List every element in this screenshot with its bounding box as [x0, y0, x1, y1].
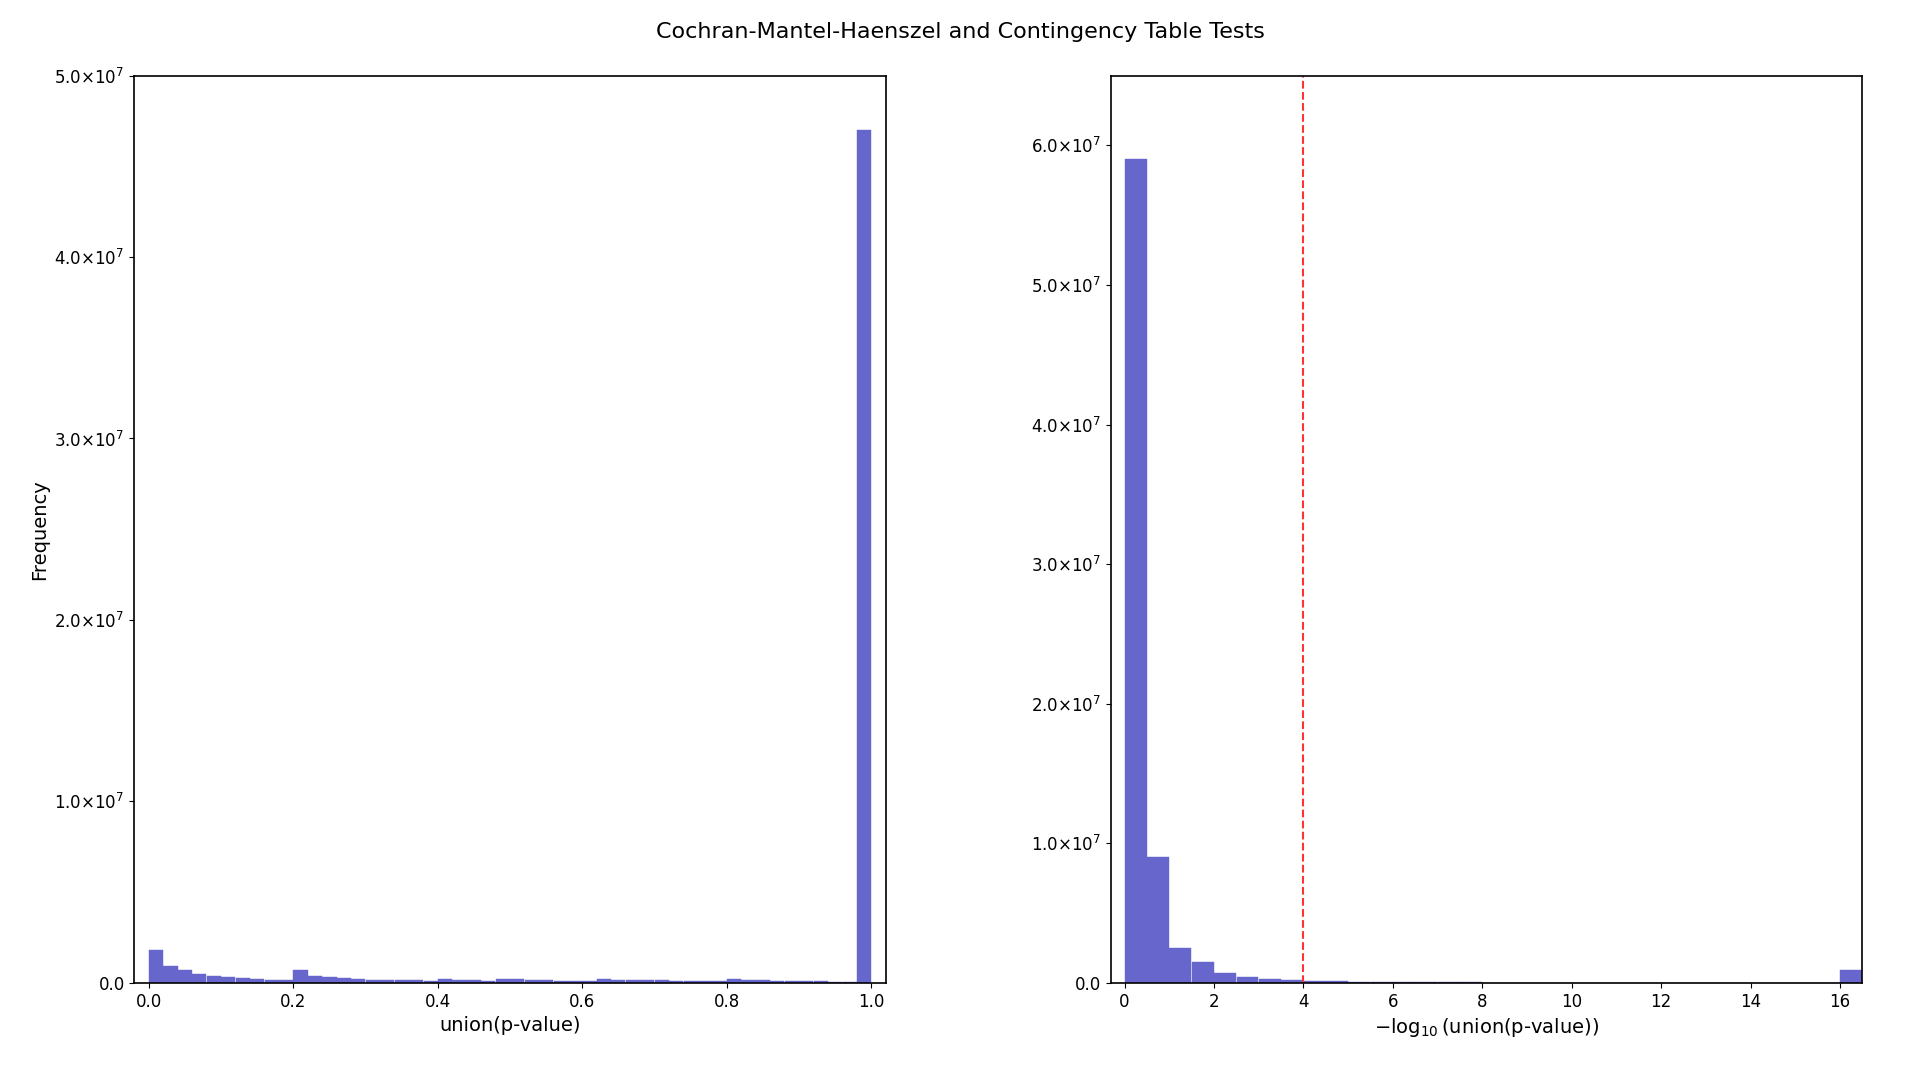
Bar [307, 975, 323, 983]
Bar [495, 980, 511, 983]
Bar [467, 980, 482, 983]
Bar [482, 981, 495, 983]
Bar [150, 950, 163, 983]
Bar [192, 974, 207, 983]
Bar [828, 982, 843, 983]
Bar [582, 981, 597, 983]
Bar [626, 981, 639, 983]
Bar [250, 980, 265, 983]
Bar [756, 981, 770, 983]
Bar [770, 981, 785, 983]
Bar [568, 981, 582, 983]
Bar [799, 981, 814, 983]
X-axis label: $-\log_{10}$(union(p-value)): $-\log_{10}$(union(p-value)) [1375, 1016, 1599, 1039]
Bar [323, 977, 336, 983]
Bar [1213, 973, 1236, 983]
Bar [453, 980, 467, 983]
Bar [438, 980, 451, 983]
Bar [1327, 982, 1348, 983]
Bar [1839, 970, 1862, 983]
Y-axis label: Frequency: Frequency [31, 478, 48, 580]
X-axis label: union(p-value): union(p-value) [440, 1016, 582, 1035]
Bar [524, 980, 540, 983]
Bar [785, 981, 799, 983]
Bar [294, 970, 307, 983]
Bar [712, 981, 726, 983]
Bar [699, 981, 712, 983]
Bar [611, 980, 626, 983]
Text: Cochran-Mantel-Haenszel and Contingency Table Tests: Cochran-Mantel-Haenszel and Contingency … [655, 22, 1265, 42]
Bar [1260, 978, 1281, 983]
Bar [221, 977, 236, 983]
Bar [409, 981, 422, 983]
Bar [814, 982, 828, 983]
Bar [741, 980, 756, 983]
Bar [1236, 977, 1258, 983]
Bar [207, 975, 221, 983]
Bar [1146, 858, 1169, 983]
Bar [856, 130, 872, 983]
Bar [179, 970, 192, 983]
Bar [684, 981, 697, 983]
Bar [365, 980, 380, 983]
Bar [553, 981, 568, 983]
Bar [1169, 948, 1192, 983]
Bar [380, 980, 394, 983]
Bar [1304, 981, 1325, 983]
Bar [163, 967, 179, 983]
Bar [336, 978, 351, 983]
Bar [1125, 160, 1146, 983]
Bar [278, 980, 294, 983]
Bar [670, 981, 684, 983]
Bar [1192, 962, 1213, 983]
Bar [424, 981, 438, 983]
Bar [236, 978, 250, 983]
Bar [511, 980, 524, 983]
Bar [639, 980, 655, 983]
Bar [1281, 980, 1304, 983]
Bar [540, 981, 553, 983]
Bar [1348, 982, 1371, 983]
Bar [843, 982, 856, 983]
Bar [655, 981, 668, 983]
Bar [351, 980, 365, 983]
Bar [597, 980, 611, 983]
Bar [396, 980, 409, 983]
Bar [265, 980, 278, 983]
Bar [728, 980, 741, 983]
